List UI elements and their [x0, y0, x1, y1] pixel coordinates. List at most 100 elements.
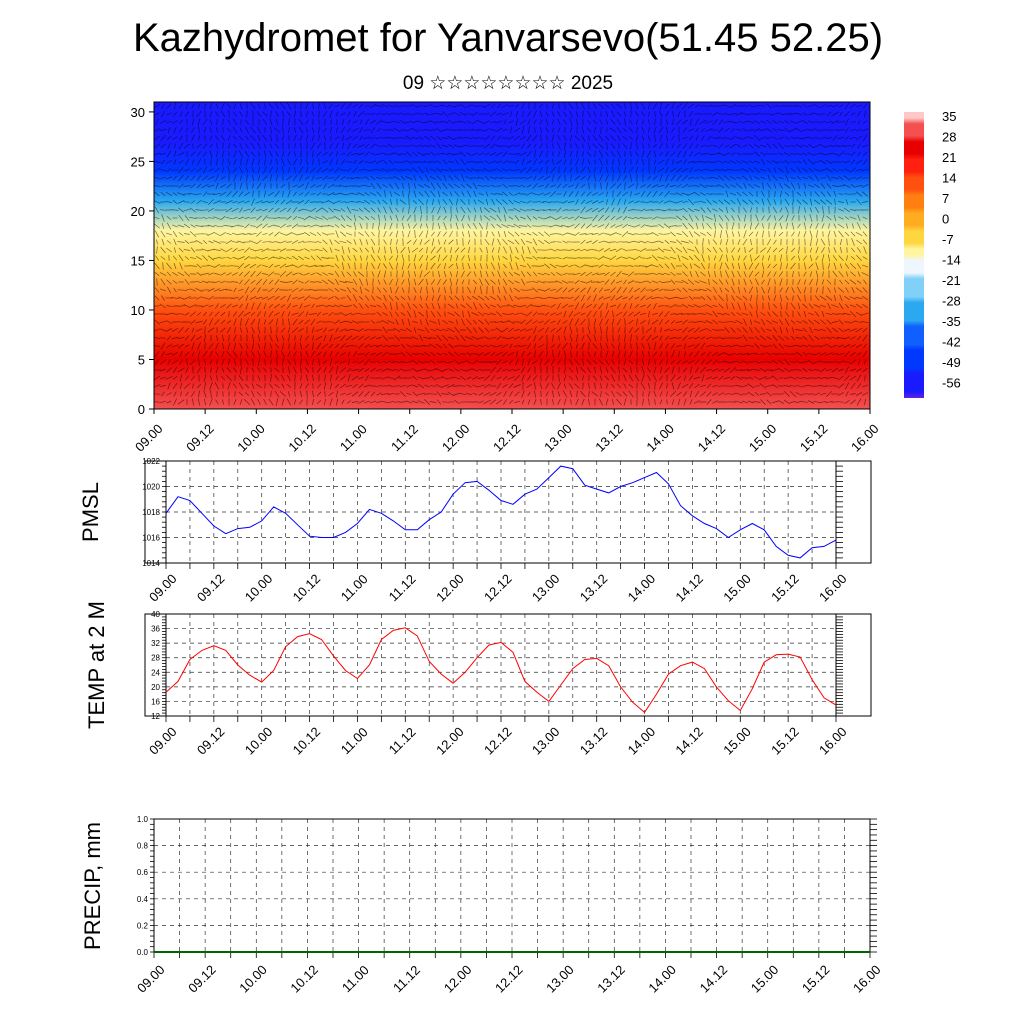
temp-panel: 12 16 20 24 28 32 36 40 09.00 09.12 10.00 10.12 11.0… — [84, 601, 872, 758]
series-line — [165, 627, 837, 714]
x-tick-label: 09.00 — [146, 724, 180, 758]
warm-spot — [556, 341, 629, 409]
heatmap-x-tick-label: 11.00 — [337, 421, 370, 454]
y-tick-label: 0.6 — [137, 868, 149, 877]
y-tick-label: 0.2 — [137, 921, 149, 930]
x-tick-label: 14.00 — [625, 724, 659, 758]
x-tick-label: 09.00 — [146, 571, 180, 605]
grid — [165, 613, 837, 717]
x-tick-label: 14.12 — [697, 962, 731, 996]
heatmap-y-tick-label: 30 — [131, 105, 145, 120]
heatmap-x-tick-label: 13.00 — [541, 421, 575, 455]
colorbar-label: 35 — [942, 109, 956, 124]
x-tick-label: 10.12 — [287, 962, 321, 996]
x-tick-label: 12.12 — [481, 571, 515, 605]
x-tick-label: 09.12 — [194, 724, 228, 758]
x-tick-label: 11.12 — [386, 571, 419, 604]
heatmap-y-tick-label: 0 — [138, 402, 145, 417]
x-tick-label: 15.12 — [799, 962, 833, 996]
minor-ticks — [162, 460, 843, 564]
y-tick-label: 16 — [151, 697, 160, 706]
heatmap-x-tick-label: 14.12 — [695, 421, 729, 455]
x-tick-label: 14.00 — [645, 962, 679, 996]
grid — [153, 818, 871, 953]
x-tick-label: 14.00 — [625, 571, 659, 605]
x-tick-label: 12.00 — [441, 962, 475, 996]
heatmap-x-tick-label: 09.00 — [132, 421, 166, 455]
x-tick-label: 11.12 — [390, 962, 423, 995]
x-tick-label: 15.00 — [720, 571, 754, 605]
x-tick-label: 15.12 — [768, 571, 802, 605]
heatmap-x-tick-label: 13.12 — [592, 421, 626, 455]
heatmap-x-tick-label: 10.00 — [234, 421, 268, 455]
heatmap-y-tick-label: 25 — [131, 154, 145, 169]
heatmap-x-tick-label: 12.12 — [490, 421, 524, 455]
x-tick-label: 10.00 — [242, 571, 276, 605]
grid — [165, 460, 837, 564]
x-tick-label: 09.12 — [194, 571, 228, 605]
outer-frame — [144, 460, 872, 564]
colorbar-label: -21 — [942, 273, 961, 288]
y-tick-label: 1.0 — [137, 815, 149, 824]
y-tick-label: 36 — [151, 625, 160, 634]
y-tick-label: 1014 — [142, 559, 160, 568]
warm-spot — [757, 341, 830, 409]
x-tick-label: 11.00 — [338, 724, 371, 757]
warm-spot — [454, 341, 527, 409]
y-tick-label: 40 — [151, 610, 160, 619]
x-tick-label: 13.12 — [577, 571, 611, 605]
y-tick-label: 0.8 — [137, 842, 149, 851]
heatmap-x-tick-label: 15.00 — [746, 421, 780, 455]
chart-subtitle: 09 ☆☆☆☆☆☆☆☆ 2025 — [402, 73, 614, 94]
x-tick-label: 12.00 — [433, 724, 467, 758]
x-tick-label: 15.12 — [768, 724, 802, 758]
y-tick-label: 28 — [151, 654, 160, 663]
heatmap-x-tick-label: 10.12 — [285, 421, 319, 455]
precip-panel: 0.0 0.2 0.4 0.6 0.8 1.0 09.00 09.12 10.00 10.12 11… — [80, 815, 884, 996]
colorbar-label: -7 — [942, 232, 954, 247]
colorbar: 35 28 21 14 7 0 -7 -14 -21 -28 -35 -42 -49 -56 — [904, 109, 961, 398]
y-tick-label: 32 — [151, 639, 160, 648]
wind-vectors — [154, 102, 869, 406]
colorbar-label: -49 — [942, 355, 961, 370]
heatmap-y-tick-label: 5 — [138, 352, 145, 367]
outer-frame — [144, 613, 872, 717]
y-tick-label: 1020 — [142, 483, 160, 492]
heatmap-field — [154, 102, 870, 409]
colorbar-label: -56 — [942, 376, 961, 391]
x-tick-label: 15.00 — [720, 724, 754, 758]
x-tick-label: 10.00 — [236, 962, 270, 996]
y-axis-label: TEMP at 2 M — [84, 601, 109, 729]
x-tick-label: 12.12 — [492, 962, 526, 996]
x-tick-label: 10.12 — [290, 571, 324, 605]
x-tick-label: 14.12 — [672, 724, 706, 758]
x-tick-label: 16.00 — [816, 571, 850, 605]
x-tick-label: 13.12 — [594, 962, 628, 996]
series-line — [165, 465, 837, 559]
heatmap-y-tick-label: 20 — [131, 204, 145, 219]
warm-spot — [352, 341, 425, 409]
x-tick-label: 11.00 — [339, 962, 372, 995]
x-tick-label: 11.12 — [386, 724, 419, 757]
heatmap-x-tick-label: 09.12 — [183, 421, 217, 455]
y-tick-label: 1018 — [142, 508, 160, 517]
y-tick-label: 12 — [151, 712, 160, 721]
x-tick-label: 09.00 — [134, 962, 168, 996]
minor-ticks — [162, 613, 843, 717]
heatmap-panel: 0 5 10 15 20 25 30 09.00 09.12 10.00 10.12 11.00 11.… — [131, 101, 882, 455]
colorbar-label: -28 — [942, 294, 961, 309]
colorbar-label: 28 — [942, 130, 956, 145]
x-tick-label: 14.12 — [672, 571, 706, 605]
x-tick-label: 10.00 — [242, 724, 276, 758]
colorbar-label: 7 — [942, 191, 949, 206]
heatmap-y-tick-label: 15 — [131, 253, 145, 268]
x-tick-label: 13.00 — [529, 724, 563, 758]
y-tick-label: 1016 — [142, 534, 160, 543]
colorbar-label: -42 — [942, 335, 961, 350]
colorbar-label: 0 — [942, 212, 949, 227]
colorbar-label: 21 — [942, 150, 956, 165]
colorbar-label: -35 — [942, 314, 961, 329]
heatmap-x-tick-label: 16.00 — [848, 421, 882, 455]
y-tick-label: 20 — [151, 683, 160, 692]
x-tick-label: 12.00 — [433, 571, 467, 605]
